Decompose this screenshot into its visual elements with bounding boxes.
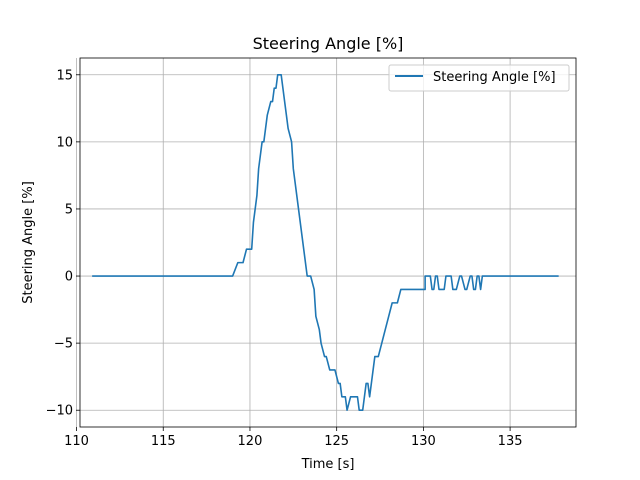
legend: Steering Angle [%] xyxy=(388,64,570,92)
y-tick-label: 5 xyxy=(65,202,73,217)
plot-frame xyxy=(79,57,577,428)
legend-label: Steering Angle [%] xyxy=(433,70,556,85)
y-axis: −10 −5 0 5 10 15 xyxy=(46,68,80,419)
x-tick-label: 130 xyxy=(411,434,436,449)
x-tick-label: 135 xyxy=(498,434,523,449)
y-tick-label: −5 xyxy=(54,337,73,352)
y-tick-label: 15 xyxy=(56,68,73,83)
x-tick-label: 120 xyxy=(238,434,263,449)
legend-box xyxy=(388,64,570,92)
x-tick-label: 125 xyxy=(324,434,349,449)
x-tick-label: 110 xyxy=(64,434,89,449)
series-line-0 xyxy=(92,73,559,412)
series-layer xyxy=(92,73,559,412)
y-tick-label: 10 xyxy=(56,135,73,150)
x-axis: 110 115 120 125 130 135 xyxy=(64,427,523,449)
y-axis-title: Steering Angle [%] xyxy=(21,181,36,304)
y-tick-label: 0 xyxy=(65,270,73,285)
x-tick-label: 115 xyxy=(151,434,176,449)
x-axis-title: Time [s] xyxy=(301,457,355,472)
y-tick-label: −10 xyxy=(46,404,73,419)
chart-title: Steering Angle [%] xyxy=(253,34,404,53)
